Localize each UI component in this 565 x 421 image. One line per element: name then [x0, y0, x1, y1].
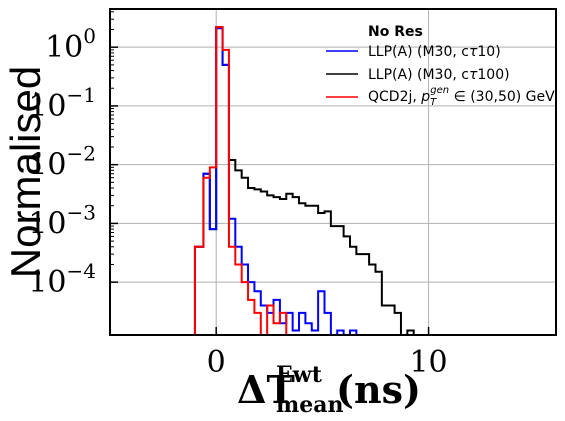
- x-axis-label-main: ΔT: [237, 367, 295, 412]
- legend-label-ctau100: LLP(A) (M30, cτ100): [368, 67, 510, 83]
- x-tick-label: 0: [207, 345, 226, 380]
- y-tick-label: 10−4: [28, 259, 96, 300]
- x-axis-label-superscript: Ewt: [276, 362, 323, 388]
- legend: No Res LLP(A) (M30, cτ10) LLP(A) (M30, c…: [326, 24, 555, 108]
- legend-label-qcd: QCD2j, pTgen ∈ (30,50) GeV: [368, 85, 555, 108]
- y-tick-label: 10−3: [28, 200, 96, 241]
- y-tick-label: 10−2: [28, 142, 96, 183]
- legend-title: No Res: [368, 24, 423, 40]
- y-axis-label: Normalised: [2, 66, 49, 278]
- y-tick-label: 100: [45, 24, 96, 65]
- legend-label-ctau10: LLP(A) (M30, cτ10): [368, 44, 501, 60]
- x-axis-label: ΔT Ewt mean (ns): [237, 362, 421, 418]
- x-tick-label: 10: [409, 345, 447, 380]
- y-tick-label: 10−1: [28, 83, 96, 124]
- x-axis-label-subscript: mean: [276, 392, 344, 418]
- x-axis-label-unit: (ns): [336, 367, 421, 412]
- tick-layer: 0 10 100 10−1 10−2 10−3 10−4: [28, 11, 448, 380]
- grid: [110, 9, 556, 335]
- plot-frame: [109, 8, 557, 336]
- series-red-qcd: [193, 26, 288, 336]
